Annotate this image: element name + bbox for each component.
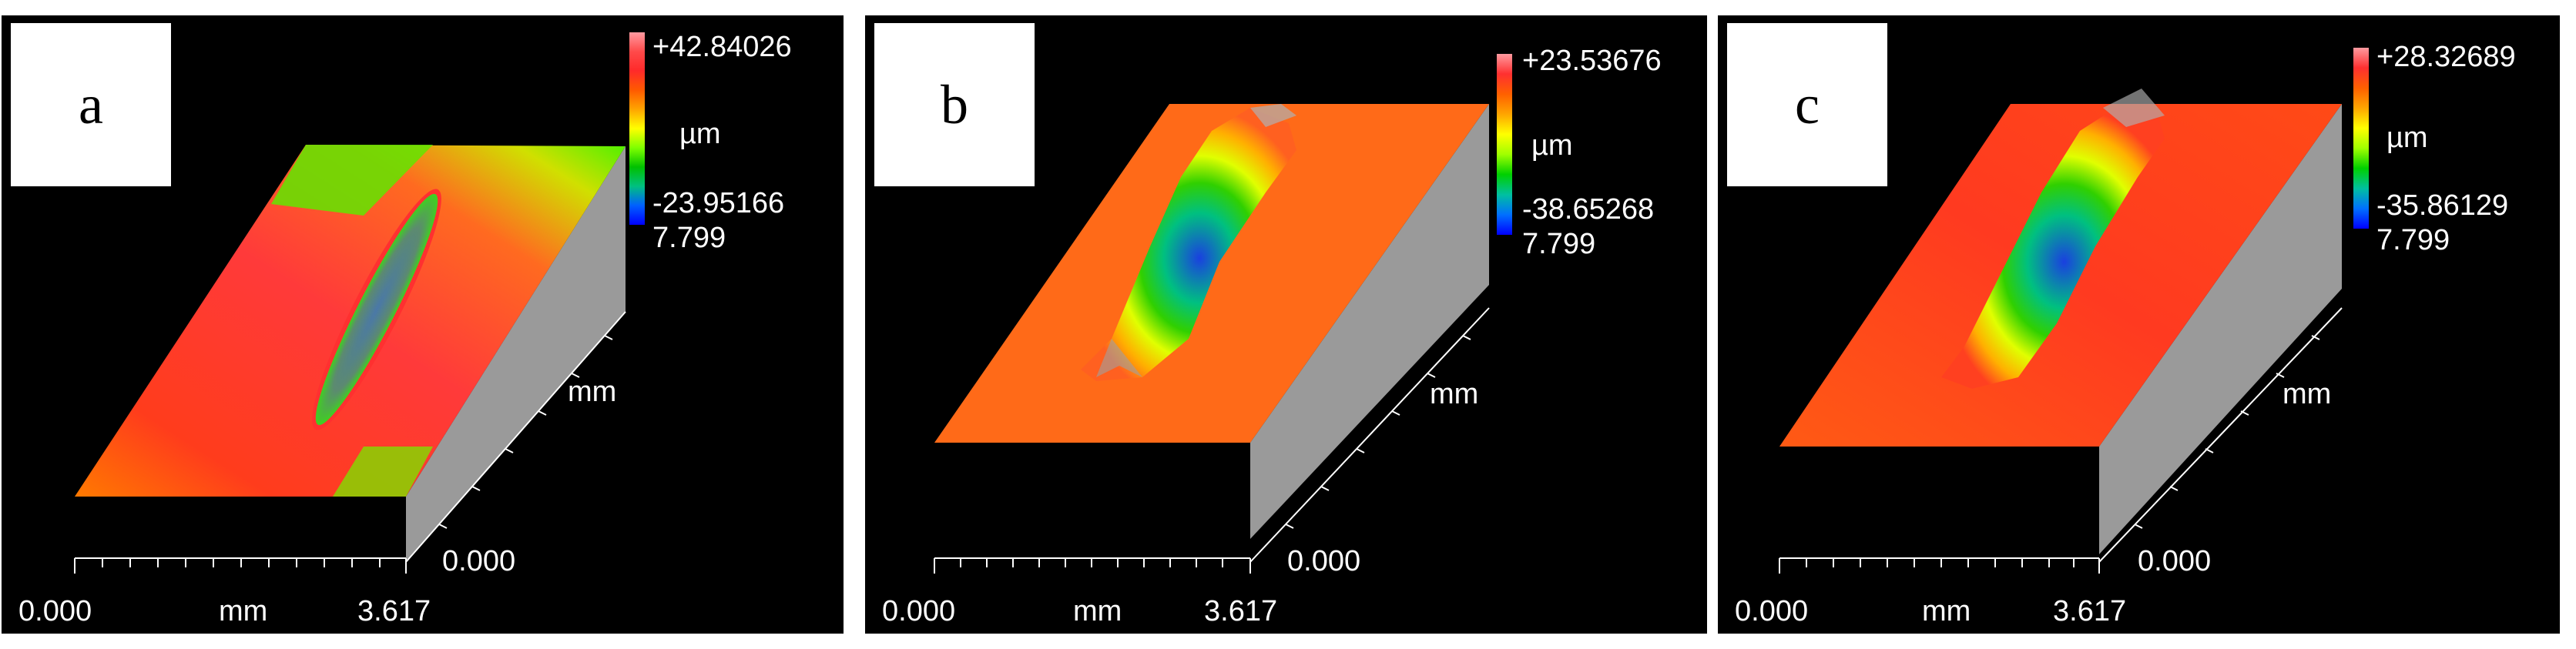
panel-label-c: c [1795,73,1820,135]
y-axis-unit-b: mm [1430,378,1479,410]
scale-min-b: -38.65268 [1522,193,1655,226]
scale-unit-b: µm [1531,129,1573,162]
scale-max-c: +28.32689 [2376,41,2516,73]
x-axis-start-a: 0.000 [18,595,92,627]
wear-track [315,193,438,426]
y-axis-origin-c: 0.000 [2138,545,2212,577]
x-axis-end-b: 3.617 [1204,595,1278,627]
panel-label-box-b: b [874,23,1035,186]
surface-render-c [1779,89,2343,574]
surface-panel-a: a +42.84026 µm -23.95166 7.799 mm 0.000 … [2,15,844,634]
wear-track [1081,108,1296,381]
surface-render-b [934,104,1490,574]
scale-unit-c: µm [2386,122,2428,154]
z-extent-c: 7.799 [2376,224,2450,256]
x-axis-end-a: 3.617 [357,595,431,627]
y-axis-unit-a: mm [568,376,617,408]
surface-render-a [74,145,626,574]
x-axis-ticks [934,558,1251,574]
y-axis-ticks [2134,335,2320,529]
surface-side-wall [406,146,626,562]
y-axis-origin-a: 0.000 [442,545,516,577]
surface-side-wall [1250,104,1489,539]
surface-panel-c: c +28.32689 µm -35.86129 7.799 mm 0.000 … [1718,15,2560,634]
x-axis-ticks [1779,558,2100,574]
colorbar-c [2353,48,2369,229]
x-axis-unit-a: mm [219,595,268,627]
x-axis-end-c: 3.617 [2053,595,2127,627]
panel-label-b: b [941,73,968,135]
x-axis-unit-b: mm [1073,595,1122,627]
z-extent-a: 7.799 [652,222,726,254]
scale-max-a: +42.84026 [652,31,792,63]
panel-label-box-c: c [1727,23,1887,186]
y-axis-unit-c: mm [2283,378,2332,410]
x-axis-unit-c: mm [1922,595,1971,627]
y-axis-origin-b: 0.000 [1287,545,1361,577]
x-axis-start-c: 0.000 [1735,595,1809,627]
x-axis-ticks [74,558,407,574]
scale-max-b: +23.53676 [1522,45,1662,77]
x-axis-start-b: 0.000 [882,595,956,627]
y-axis-ticks [438,335,613,529]
wear-track [1941,106,2165,389]
y-axis-ticks [1285,335,1471,529]
z-extent-b: 7.799 [1522,228,1596,260]
colorbar-a [629,32,645,225]
surface-panel-b: b +23.53676 µm -38.65268 7.799 mm 0.000 … [865,15,1707,634]
scale-min-a: -23.95166 [652,187,785,219]
scale-unit-a: µm [679,118,721,150]
surface-side-wall [2099,104,2342,554]
panel-label-box-a: a [11,23,171,186]
panel-label-a: a [79,73,103,135]
scale-min-c: -35.86129 [2376,189,2509,222]
colorbar-b [1497,54,1512,235]
